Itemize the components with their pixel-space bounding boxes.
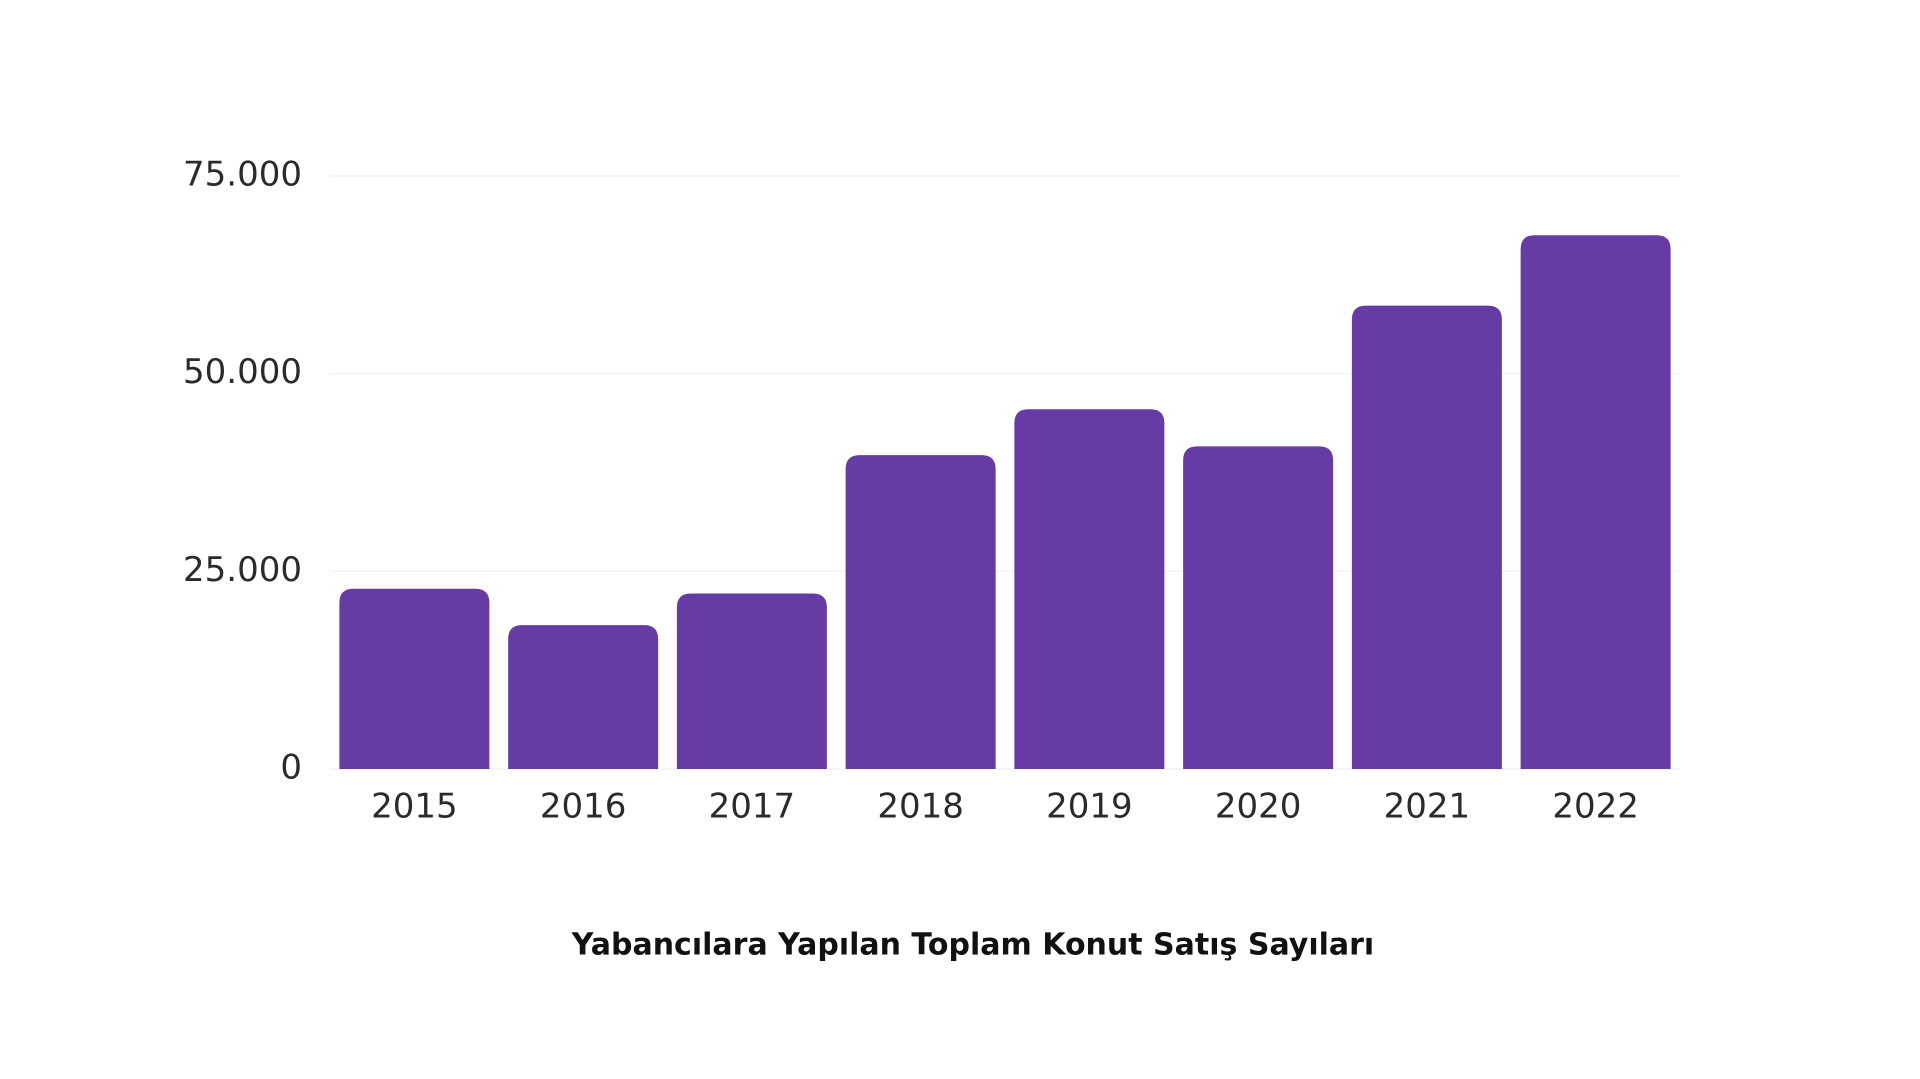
bar [339, 588, 490, 769]
x-tick-label: 2022 [1552, 787, 1639, 827]
y-tick-label: 75.000 [183, 155, 302, 195]
bar [845, 455, 996, 769]
bar [676, 593, 827, 769]
x-tick-label: 2017 [709, 787, 796, 827]
bar [1520, 235, 1671, 770]
x-tick-label: 2016 [540, 787, 627, 827]
y-tick-label: 0 [280, 748, 302, 788]
x-tick-label: 2019 [1046, 787, 1133, 827]
bar [1183, 446, 1334, 769]
y-tick-label: 25.000 [183, 550, 302, 590]
x-tick-label: 2020 [1215, 787, 1302, 827]
chart-title: Yabancılara Yapılan Toplam Konut Satış S… [571, 928, 1374, 963]
y-tick-label: 50.000 [183, 352, 302, 392]
x-tick-label: 2018 [877, 787, 964, 827]
x-tick-label: 2015 [371, 787, 458, 827]
bar [1014, 409, 1165, 769]
bar [1351, 305, 1502, 769]
bar [508, 625, 659, 769]
x-tick-label: 2021 [1384, 787, 1471, 827]
